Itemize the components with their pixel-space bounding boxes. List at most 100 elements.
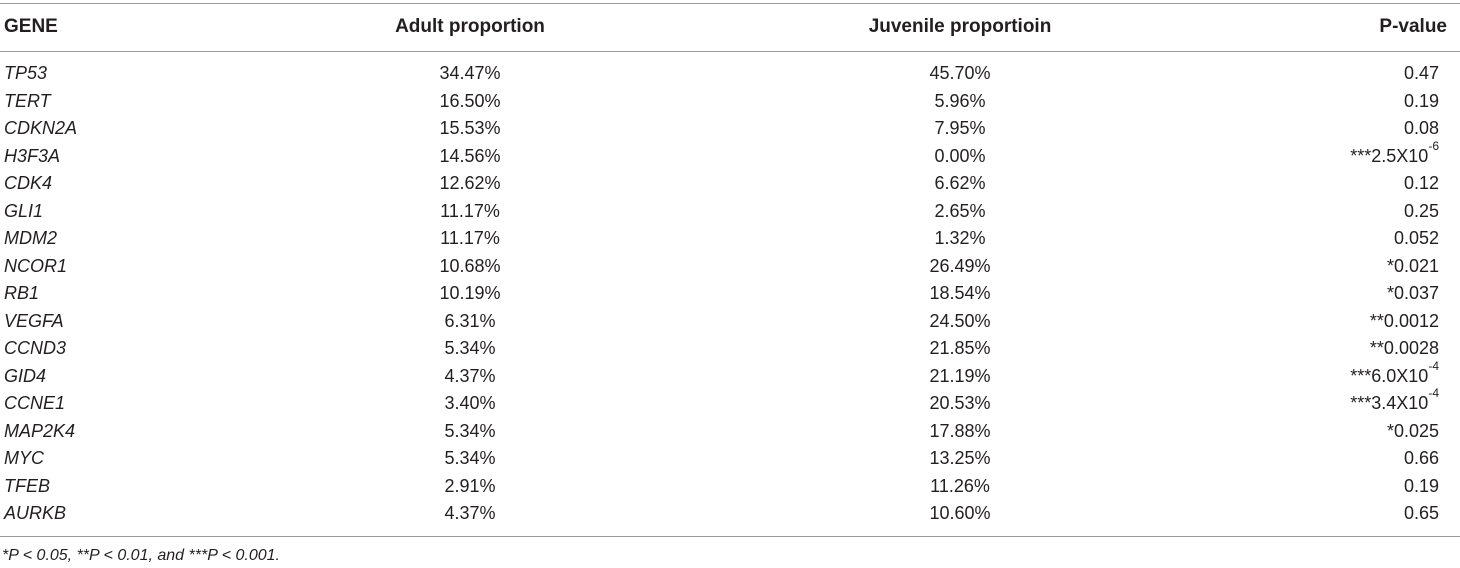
cell-gene: RB1 (4, 283, 40, 303)
table-row: CCNE1 3.40% 20.53% ***3.4X10-4 (0, 387, 1460, 418)
cell-gene: CCND3 (4, 338, 67, 358)
cell-juvenile-proportion: 2.65% (934, 200, 986, 221)
p-value-text: *0.021 (1386, 255, 1439, 276)
header-gene: GENE (4, 16, 58, 37)
p-value-exponent: -6 (1428, 138, 1439, 153)
cell-adult-proportion: 34.47% (439, 63, 501, 83)
cell-gene: TFEB (4, 475, 51, 496)
p-value-exponent: -4 (1428, 358, 1439, 373)
p-value-text: 0.19 (1403, 475, 1439, 496)
cell-adult-proportion: 11.17% (440, 228, 500, 248)
cell-p-value: ***3.4X10-4 (1350, 387, 1439, 418)
cell-gene: VEGFA (4, 310, 64, 331)
table-row: MDM2 11.17% 1.32% 0.052 (0, 225, 1460, 253)
cell-juvenile-proportion: 6.62% (934, 173, 986, 193)
p-value-text: *0.037 (1386, 283, 1439, 303)
cell-p-value: 0.19 (1404, 88, 1439, 116)
cell-p-value: ***6.0X10-4 (1350, 360, 1439, 391)
table-row: H3F3A 14.56% 0.00% ***2.5X10-6 (0, 140, 1460, 171)
cell-gene: TP53 (4, 63, 48, 83)
table-row: GID4 4.37% 21.19% ***6.0X10-4 (0, 360, 1460, 391)
cell-adult-proportion: 5.34% (444, 420, 496, 441)
p-value-text: 0.47 (1403, 63, 1439, 83)
cell-juvenile-proportion: 5.96% (934, 90, 986, 111)
cell-gene: GLI1 (4, 200, 44, 221)
cell-p-value: 0.66 (1404, 445, 1439, 473)
cell-p-value: *0.025 (1387, 418, 1439, 446)
cell-gene: CCNE1 (4, 393, 66, 413)
header-p-value: P-value (1379, 16, 1447, 37)
table-header-rule (0, 51, 1460, 52)
cell-adult-proportion: 11.17% (440, 200, 500, 221)
header-juvenile-proportion: Juvenile proportioin (868, 16, 1052, 37)
cell-juvenile-proportion: 10.60% (929, 503, 991, 523)
p-value-text: *0.025 (1386, 420, 1439, 441)
cell-p-value: **0.0028 (1370, 335, 1439, 363)
cell-gene: H3F3A (4, 145, 61, 166)
table-row: RB1 10.19% 18.54% *0.037 (0, 280, 1460, 308)
cell-p-value: *0.037 (1387, 280, 1439, 308)
cell-adult-proportion: 4.37% (444, 365, 496, 386)
p-value-text: ***6.0X10 (1350, 365, 1429, 386)
cell-juvenile-proportion: 13.25% (929, 448, 991, 468)
cell-gene: NCOR1 (4, 255, 68, 276)
table-row: CDK4 12.62% 6.62% 0.12 (0, 170, 1460, 198)
cell-juvenile-proportion: 24.50% (929, 310, 991, 331)
p-value-text: 0.19 (1403, 90, 1439, 111)
cell-p-value: 0.19 (1404, 473, 1439, 501)
cell-adult-proportion: 2.91% (444, 475, 496, 496)
table-row: MAP2K4 5.34% 17.88% *0.025 (0, 418, 1460, 446)
cell-p-value: 0.08 (1404, 115, 1439, 143)
p-value-text: **0.0012 (1369, 310, 1439, 331)
p-value-text: 0.65 (1403, 503, 1439, 523)
cell-juvenile-proportion: 21.19% (929, 365, 991, 386)
table-row: CCND3 5.34% 21.85% **0.0028 (0, 335, 1460, 363)
cell-p-value: ***2.5X10-6 (1350, 140, 1439, 171)
cell-juvenile-proportion: 20.53% (929, 393, 991, 413)
cell-gene: CDKN2A (4, 118, 78, 138)
cell-adult-proportion: 10.68% (439, 255, 501, 276)
table-body: TP53 34.47% 45.70% 0.47 TERT 16.50% 5.96% 0.19 C… (0, 60, 1460, 528)
cell-gene: MAP2K4 (4, 420, 76, 441)
cell-juvenile-proportion: 0.00% (934, 145, 986, 166)
cell-p-value: 0.052 (1394, 225, 1439, 253)
cell-gene: MDM2 (4, 228, 57, 248)
cell-adult-proportion: 15.53% (439, 118, 501, 138)
p-value-text: ***3.4X10 (1350, 393, 1429, 413)
cell-adult-proportion: 16.50% (439, 90, 501, 111)
table-row: VEGFA 6.31% 24.50% **0.0012 (0, 308, 1460, 336)
p-value-text: 0.08 (1403, 118, 1439, 138)
table-row: TP53 34.47% 45.70% 0.47 (0, 60, 1460, 88)
cell-p-value: *0.021 (1387, 253, 1439, 281)
table-row: NCOR1 10.68% 26.49% *0.021 (0, 253, 1460, 281)
cell-p-value: **0.0012 (1370, 308, 1439, 336)
cell-gene: GID4 (4, 365, 47, 386)
cell-juvenile-proportion: 17.88% (929, 420, 991, 441)
cell-adult-proportion: 12.62% (439, 173, 501, 193)
cell-adult-proportion: 6.31% (444, 310, 496, 331)
cell-adult-proportion: 14.56% (439, 145, 501, 166)
table-row: TERT 16.50% 5.96% 0.19 (0, 88, 1460, 116)
cell-juvenile-proportion: 7.95% (934, 118, 986, 138)
p-value-text: 0.25 (1403, 200, 1439, 221)
cell-juvenile-proportion: 11.26% (930, 475, 990, 496)
cell-gene: AURKB (4, 503, 67, 523)
p-value-text: 0.12 (1403, 173, 1439, 193)
cell-p-value: 0.12 (1404, 170, 1439, 198)
cell-gene: MYC (4, 448, 44, 468)
cell-juvenile-proportion: 1.32% (934, 228, 986, 248)
table-footnote: *P < 0.05, **P < 0.01, and ***P < 0.001. (2, 547, 280, 564)
table-row: TFEB 2.91% 11.26% 0.19 (0, 473, 1460, 501)
p-value-text: ***2.5X10 (1350, 145, 1429, 166)
cell-p-value: 0.47 (1404, 60, 1439, 88)
cell-p-value: 0.25 (1404, 198, 1439, 226)
table-row: MYC 5.34% 13.25% 0.66 (0, 445, 1460, 473)
cell-p-value: 0.65 (1404, 500, 1439, 528)
p-value-text: 0.052 (1393, 228, 1439, 248)
p-value-text: 0.66 (1403, 448, 1439, 468)
cell-adult-proportion: 5.34% (444, 338, 496, 358)
cell-juvenile-proportion: 45.70% (929, 63, 991, 83)
cell-juvenile-proportion: 26.49% (929, 255, 991, 276)
table-top-rule (0, 3, 1460, 4)
table-row: CDKN2A 15.53% 7.95% 0.08 (0, 115, 1460, 143)
